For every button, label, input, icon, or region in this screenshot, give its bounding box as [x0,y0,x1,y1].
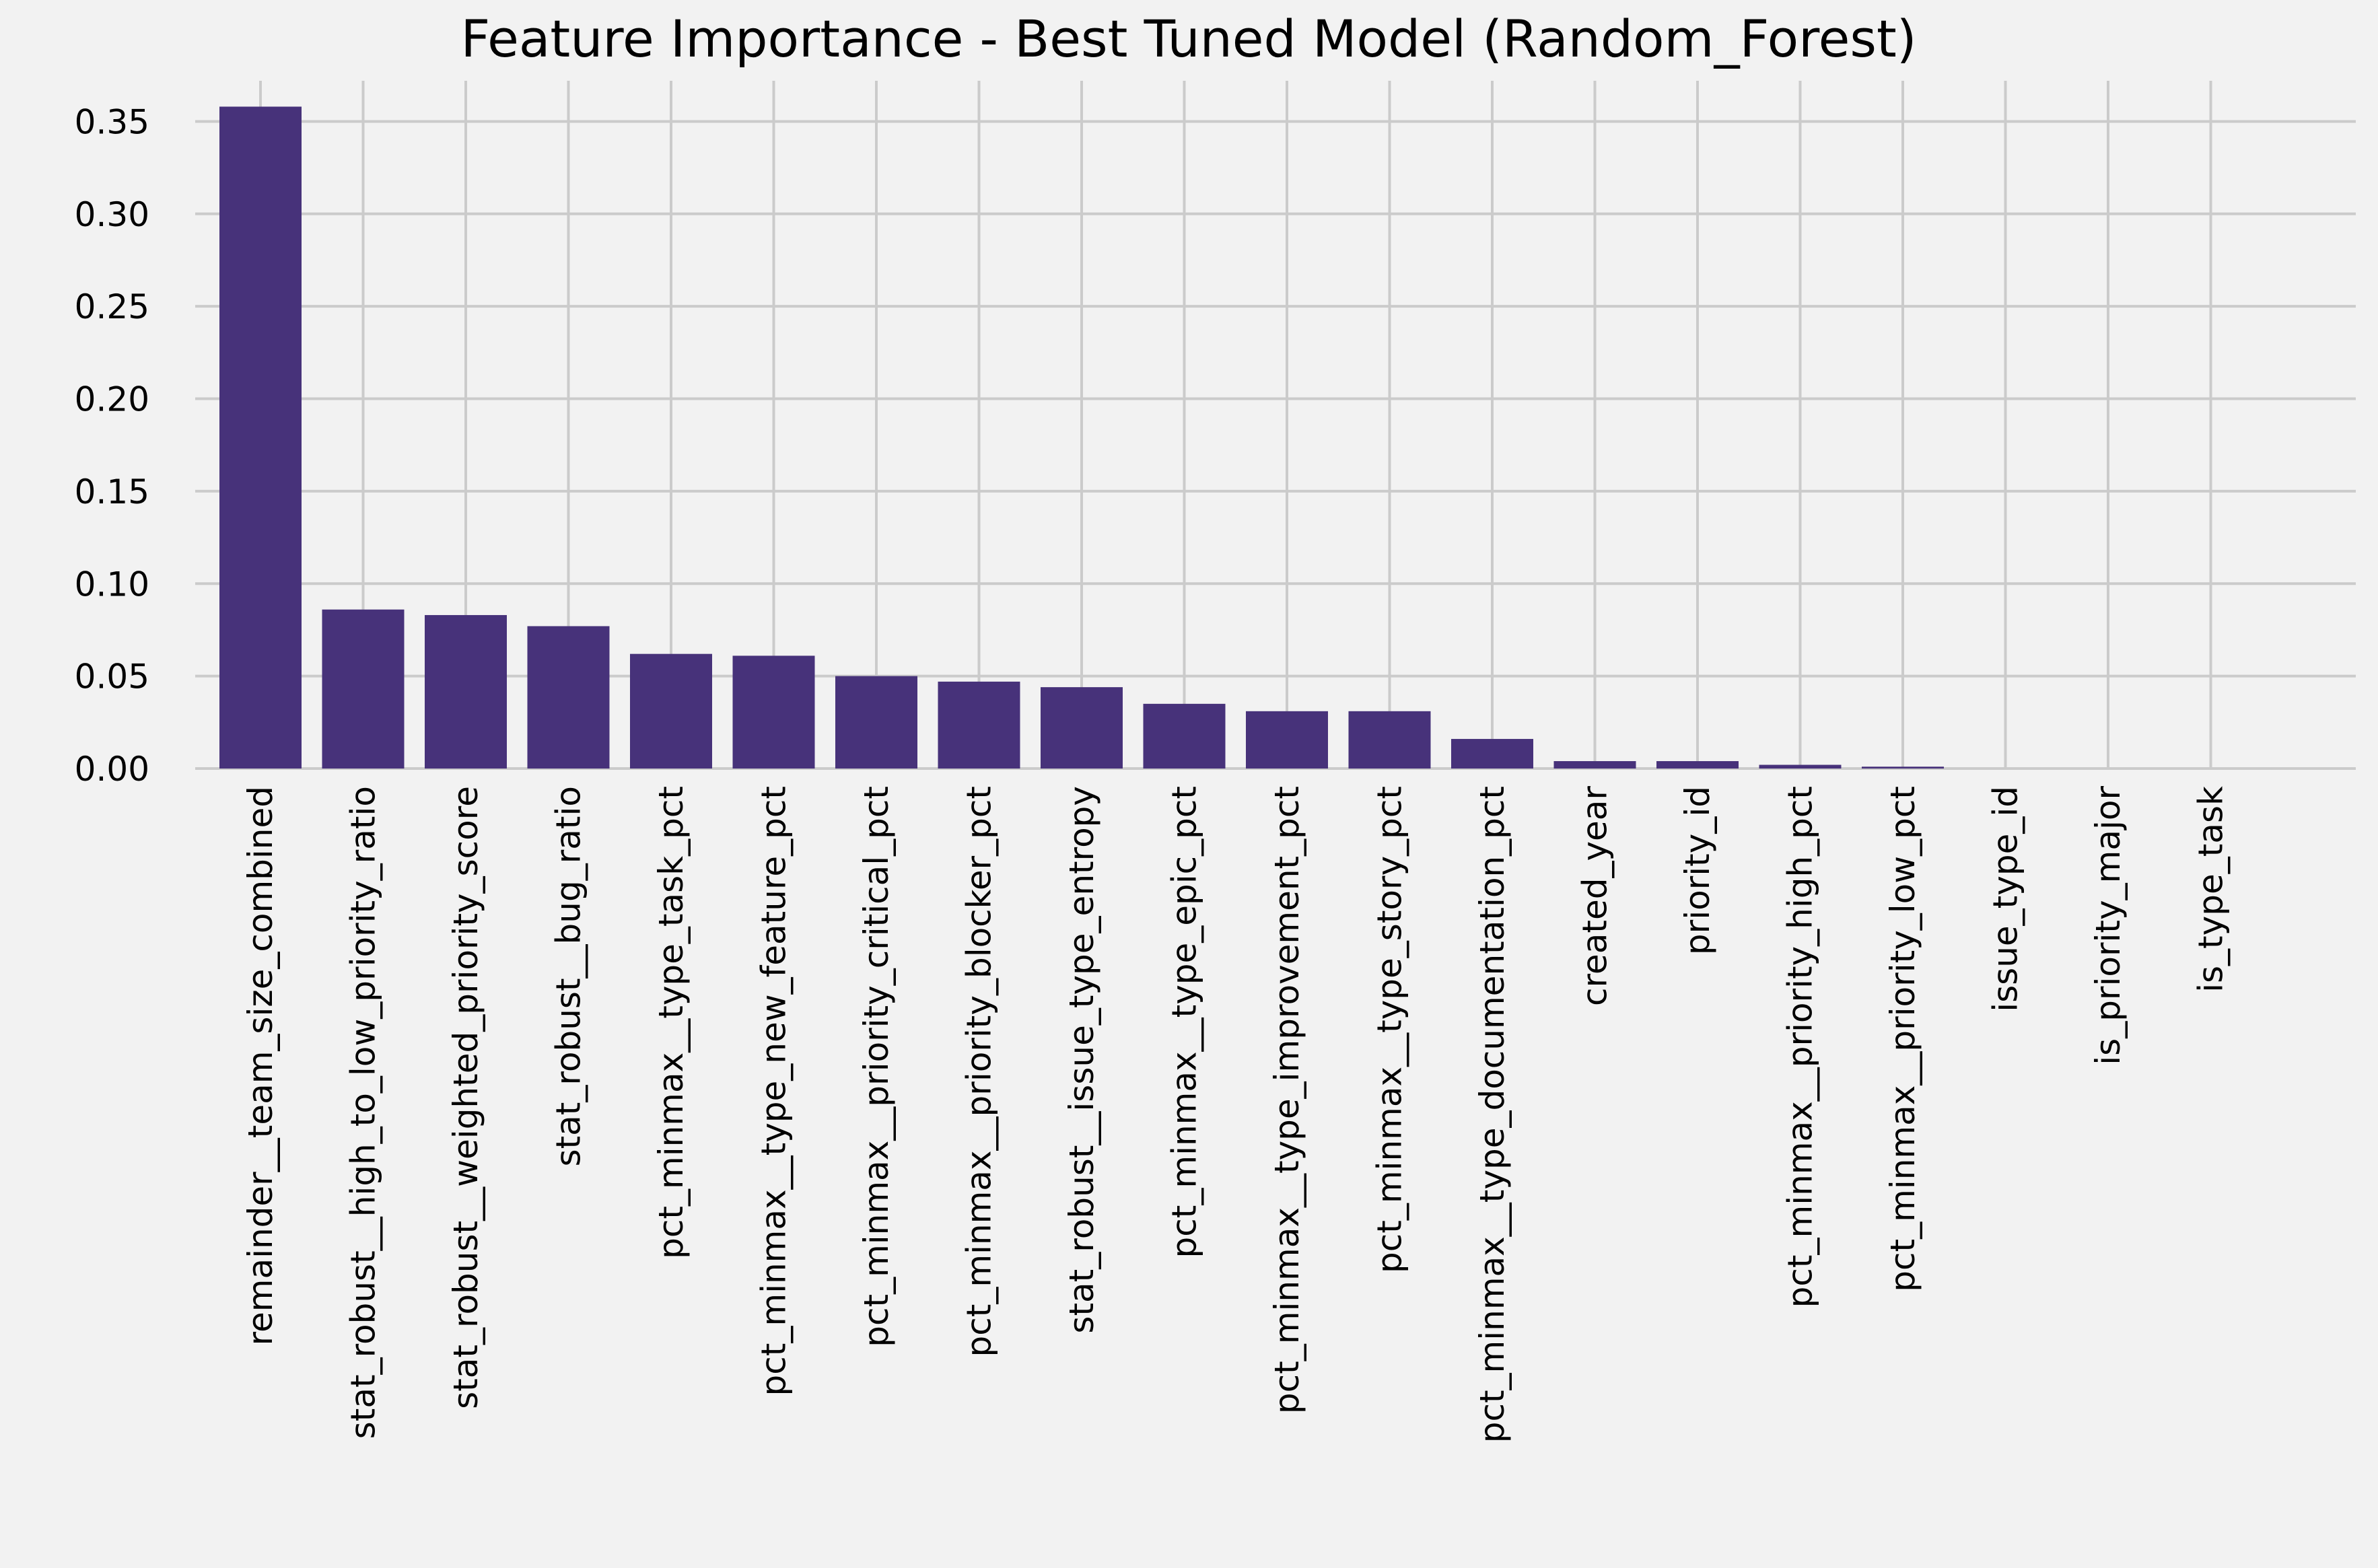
x-tick-label: remainder__team_size_combined [241,786,280,1345]
bar [1862,767,1944,769]
bar [322,609,405,769]
x-tick-label: priority_id [1678,786,1717,955]
y-tick-label: 0.10 [75,565,149,604]
bar [1759,764,1842,769]
bar [1246,711,1328,769]
bar [1143,703,1226,769]
y-tick-label: 0.25 [75,287,149,326]
x-tick-label: stat_robust__weighted_priority_score [446,786,485,1409]
bar [527,626,610,769]
x-tick-label: is_type_task [2192,786,2231,993]
bar [1553,761,1636,769]
y-axis-ticks: 0.00 0.05 0.10 0.15 0.20 0.25 0.30 0.35 [75,102,149,789]
x-tick-label: created_year [1576,786,1615,1006]
bar [630,653,712,769]
bar [425,614,507,769]
x-tick-label: pct_minmax__type_story_pct [1370,786,1409,1273]
x-tick-label: pct_minmax__priority_blocker_pct [960,786,999,1357]
y-tick-label: 0.20 [75,380,149,419]
x-tick-label: stat_robust__bug_ratio [549,786,588,1166]
bar [1451,739,1533,769]
x-tick-label: pct_minmax__priority_critical_pct [857,786,896,1347]
bar [1041,687,1123,769]
bar [1348,711,1431,769]
x-tick-label: pct_minmax__type_improvement_pct [1267,786,1306,1414]
y-tick-label: 0.00 [75,750,149,789]
bar [835,676,917,769]
x-tick-label: issue_type_id [1986,786,2025,1012]
x-tick-label: pct_minmax__priority_low_pct [1883,786,1922,1292]
x-tick-label: stat_robust__issue_type_entropy [1062,786,1101,1334]
x-tick-label: pct_minmax__priority_high_pct [1781,786,1820,1308]
x-tick-label: pct_minmax__type_task_pct [652,786,691,1259]
x-tick-label: stat_robust__high_to_low_priority_ratio [344,786,383,1439]
x-tick-label: pct_minmax__type_new_feature_pct [755,786,794,1396]
chart-title: Feature Importance - Best Tuned Model (R… [461,9,1917,69]
bar [1656,761,1739,769]
bar-layer [219,106,1944,769]
bar [732,655,815,769]
y-tick-label: 0.05 [75,657,149,697]
x-tick-label: is_priority_major [2089,786,2128,1065]
x-tick-label: pct_minmax__type_documentation_pct [1473,786,1512,1443]
y-tick-label: 0.30 [75,195,149,234]
y-tick-label: 0.35 [75,102,149,141]
x-axis-ticks: remainder__team_size_combined stat_robust… [241,786,2231,1444]
y-tick-label: 0.15 [75,472,149,511]
bar [219,106,302,769]
x-tick-label: pct_minmax__type_epic_pct [1165,786,1204,1258]
bar [938,681,1020,769]
